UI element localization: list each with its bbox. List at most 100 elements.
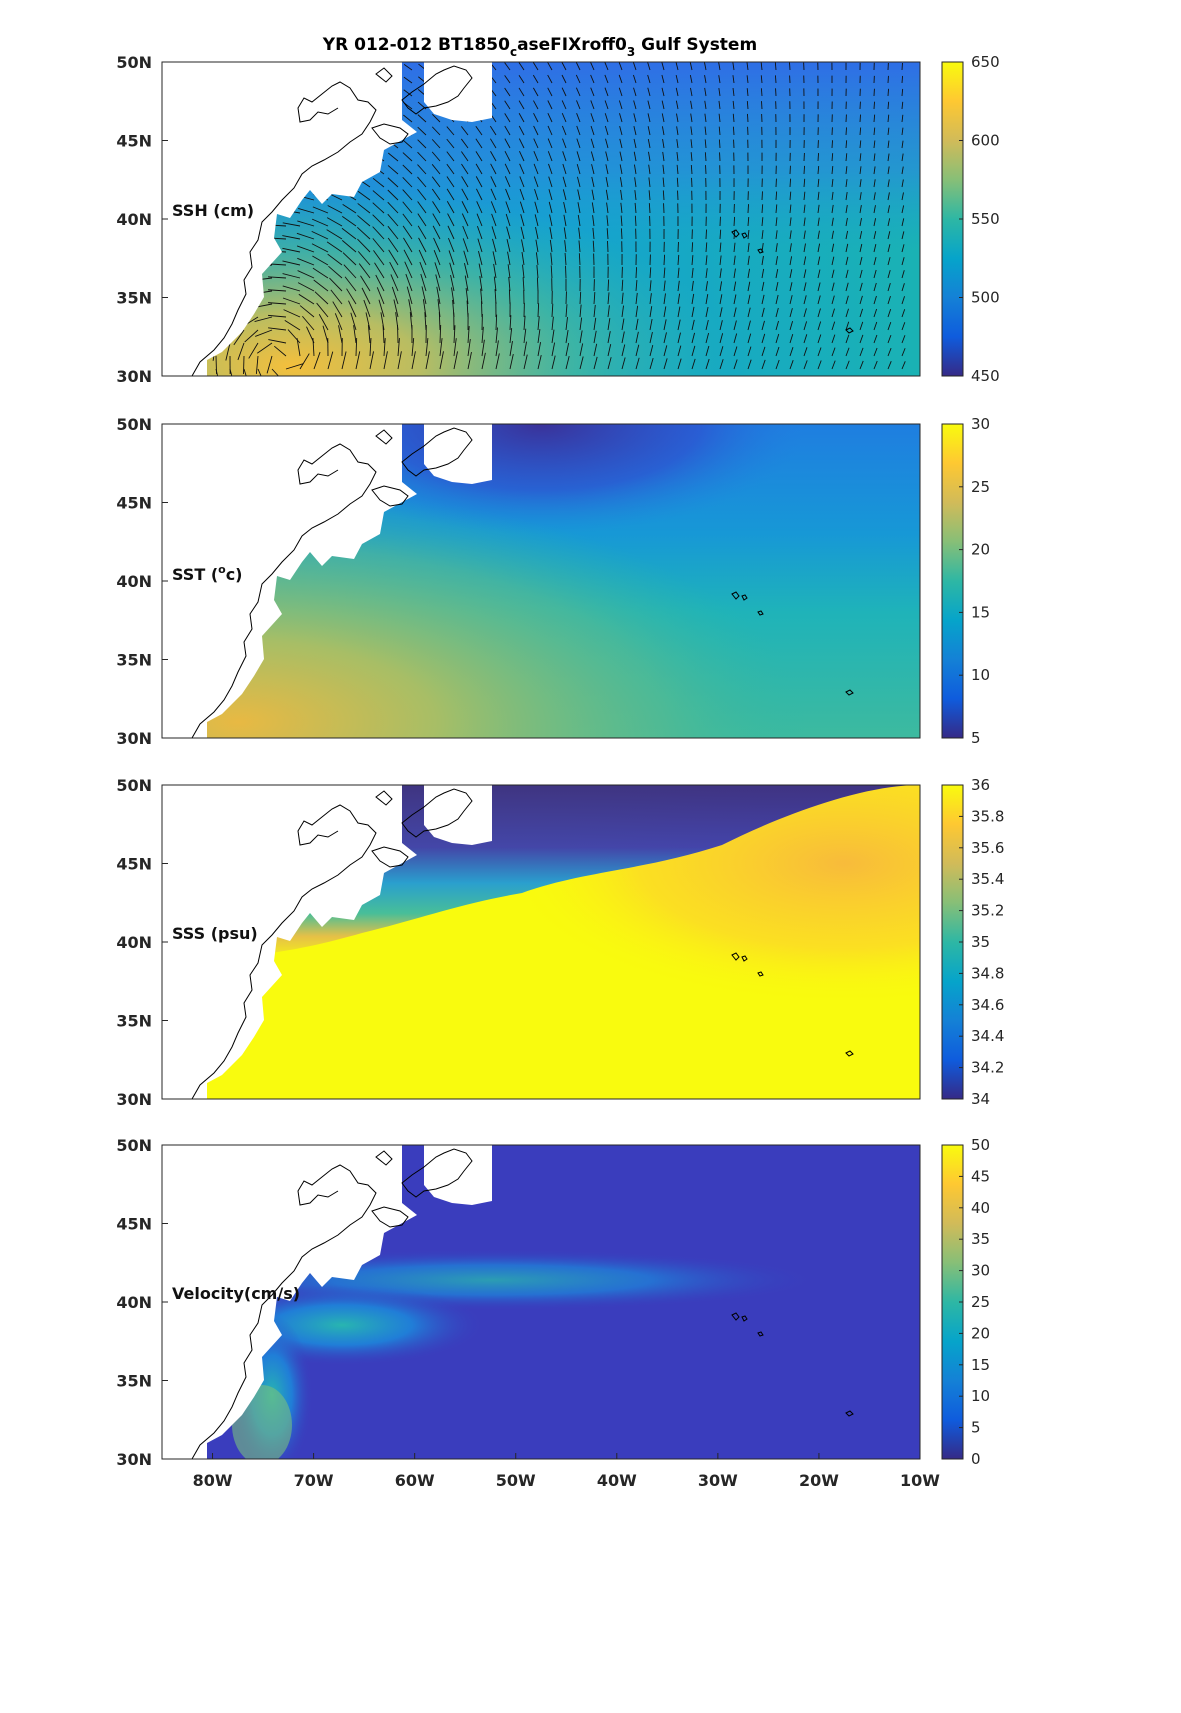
velocity-vector: [661, 126, 665, 136]
y-tick-label: 40N: [116, 210, 152, 229]
velocity-vector: [632, 62, 637, 71]
velocity-vector: [504, 176, 511, 188]
velocity-vector: [372, 226, 385, 240]
velocity-vector: [372, 177, 385, 188]
velocity-vector: [438, 311, 441, 331]
velocity-vector: [803, 269, 807, 279]
velocity-vector: [760, 88, 763, 97]
velocity-vector: [761, 320, 765, 331]
velocity-vector: [535, 226, 539, 240]
velocity-vector: [901, 361, 906, 370]
velocity-vector: [593, 356, 598, 370]
velocity-vector: [282, 285, 301, 292]
y-tick-label: 35N: [116, 1012, 152, 1031]
velocity-vector: [495, 353, 500, 370]
velocity-vector: [357, 226, 371, 240]
y-tick-label: 30N: [116, 1090, 152, 1109]
velocity-vector: [550, 252, 553, 266]
velocity-vector: [576, 138, 581, 149]
velocity-vector: [663, 332, 667, 344]
velocity-vector: [618, 100, 623, 110]
panel-velocity: Velocity(cm/s): [161, 1144, 921, 1460]
velocity-vector: [405, 273, 413, 292]
velocity-vector: [402, 139, 413, 149]
velocity-vector: [446, 151, 455, 162]
velocity-vector: [537, 329, 541, 344]
velocity-vector: [464, 275, 469, 292]
velocity-vector: [593, 330, 597, 344]
velocity-vector: [647, 62, 651, 71]
velocity-vector: [873, 179, 876, 188]
velocity-vector: [691, 242, 694, 253]
velocity-vector: [577, 189, 581, 201]
velocity-vector: [718, 87, 721, 97]
velocity-vector: [302, 315, 315, 331]
velocity-vector: [495, 327, 498, 344]
velocity-vector: [649, 344, 654, 357]
velocity-vector: [312, 338, 315, 357]
panel-label: Velocity(cm/s): [172, 1284, 300, 1303]
velocity-vector: [662, 151, 665, 162]
velocity-vector: [297, 220, 315, 227]
velocity-vector: [607, 318, 611, 331]
velocity-vector: [537, 303, 540, 318]
velocity-vector: [649, 319, 653, 331]
velocity-vector: [467, 326, 470, 344]
velocity-vector: [831, 140, 833, 149]
velocity-vector: [649, 293, 652, 305]
velocity-vector: [690, 139, 693, 149]
velocity-vector: [676, 126, 679, 136]
velocity-vector: [775, 243, 778, 253]
velocity-vector: [803, 256, 807, 266]
velocity-vector: [591, 202, 595, 214]
velocity-vector: [422, 299, 427, 318]
velocity-vector: [434, 262, 441, 279]
velocity-vector: [831, 347, 836, 357]
colorbar-tick-label: 34.8: [971, 964, 1004, 982]
velocity-vector: [691, 345, 696, 357]
velocity-vector: [606, 202, 609, 214]
velocity-vector: [424, 312, 427, 331]
velocity-vector: [326, 217, 343, 227]
velocity-vector: [663, 345, 668, 357]
velocity-vector: [873, 295, 877, 305]
velocity-vector: [297, 282, 315, 292]
velocity-vector: [357, 215, 371, 227]
colorbar-tick-label: 20: [971, 1324, 990, 1342]
velocity-vector: [775, 256, 778, 266]
velocity-vector: [561, 62, 567, 71]
velocity-vector: [633, 126, 637, 136]
velocity-vector: [521, 239, 525, 253]
velocity-vector: [705, 255, 708, 266]
velocity-vector: [817, 282, 821, 292]
colorbar-tick-label: 35.8: [971, 807, 1004, 825]
velocity-vector: [690, 152, 693, 162]
velocity-vector: [635, 305, 639, 318]
velocity-vector: [313, 279, 329, 292]
velocity-vector: [417, 126, 427, 136]
velocity-vector: [732, 100, 735, 110]
velocity-vector: [575, 62, 581, 71]
velocity-vector: [425, 338, 429, 357]
velocity-vector: [618, 74, 623, 84]
velocity-vector: [620, 189, 623, 201]
velocity-vector: [648, 203, 651, 214]
velocity-vector: [506, 226, 511, 240]
velocity-vector: [562, 151, 567, 162]
velocity-vector: [859, 127, 862, 136]
velocity-vector: [845, 308, 849, 318]
velocity-vector: [676, 177, 679, 188]
velocity-vector: [705, 294, 709, 305]
velocity-vector: [761, 255, 764, 266]
velocity-vector: [845, 334, 850, 344]
velocity-vector: [887, 244, 891, 253]
velocity-vector: [355, 337, 358, 357]
velocity-vector: [365, 312, 371, 331]
velocity-vector: [761, 101, 763, 110]
velocity-vector: [803, 165, 806, 175]
velocity-vector: [504, 62, 511, 71]
velocity-vector: [845, 179, 848, 188]
velocity-vector: [316, 302, 329, 318]
velocity-vector: [433, 249, 441, 266]
velocity-vector: [663, 358, 668, 370]
